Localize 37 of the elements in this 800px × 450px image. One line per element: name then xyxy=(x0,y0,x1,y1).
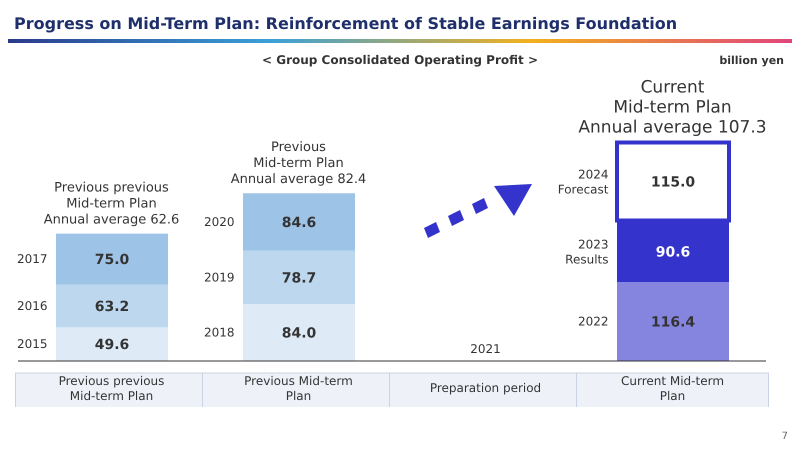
annotation: 2022 xyxy=(578,314,608,329)
data-label: 63.2 xyxy=(94,298,130,315)
bar xyxy=(56,327,168,361)
data-label: 115.0 xyxy=(650,174,696,191)
annotation: 2015 xyxy=(16,337,48,352)
x-tick-label: Preparation period xyxy=(430,381,542,395)
bar xyxy=(243,250,355,304)
data-label: 84.0 xyxy=(282,326,317,342)
x-tick-label: Previous previous Mid-term Plan xyxy=(58,374,164,403)
annotation: 2018 xyxy=(204,326,234,340)
annotation: 2024 Forecast xyxy=(558,168,609,197)
annotation: Current Mid-term Plan Annual average 107.3 xyxy=(578,78,767,138)
annotation: Previous previous Mid-term Plan Annual average 62.6 xyxy=(44,180,180,228)
bar xyxy=(56,284,168,328)
annotation: 2020 xyxy=(204,214,234,229)
annotation: 2017 xyxy=(16,252,48,266)
bar xyxy=(243,304,355,361)
bar xyxy=(243,193,355,251)
data-label: 75.0 xyxy=(94,252,130,268)
text: 7 xyxy=(782,431,788,442)
chart-subtitle: < Group Consolidated Operating Profit > xyxy=(262,53,538,67)
annotation: 2019 xyxy=(204,270,234,284)
bar xyxy=(56,234,168,284)
text: billion yen xyxy=(719,54,784,67)
bar xyxy=(617,282,729,361)
annotation: 2021 xyxy=(470,342,501,356)
annotation: Previous Mid-term Plan Annual average 82.4 xyxy=(230,140,366,188)
x-tick-label: Previous Mid-term Plan xyxy=(244,374,353,403)
data-label: 90.6 xyxy=(656,244,690,260)
data-label: 78.7 xyxy=(282,270,316,286)
data-label: 116.4 xyxy=(650,314,696,331)
data-label: 49.6 xyxy=(94,337,130,354)
data-label: 84.6 xyxy=(282,214,316,231)
x-tick-label: Current Mid-term Plan xyxy=(620,374,724,403)
annotation: 2016 xyxy=(16,298,48,313)
chart-title: Progress on Mid-Term Plan: Reinforcement of Stable Earnings Foundation xyxy=(13,13,678,35)
annotation: 2023 Results xyxy=(565,237,608,266)
